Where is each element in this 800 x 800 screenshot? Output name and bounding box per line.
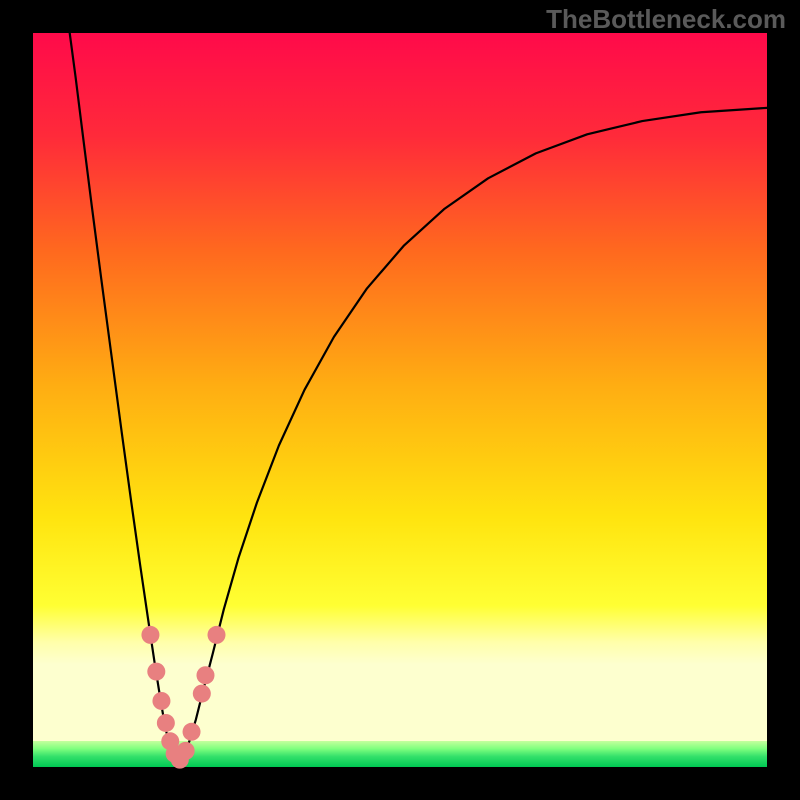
data-marker [193,685,211,703]
data-marker [147,663,165,681]
chart-root: { "canvas": { "width": 800, "height": 80… [0,0,800,800]
curves-layer [33,33,767,767]
bottleneck-curve-right [178,108,767,763]
data-marker [183,723,201,741]
data-marker [141,626,159,644]
data-marker [196,666,214,684]
data-marker [157,714,175,732]
plot-area [33,33,767,767]
data-marker [177,742,195,760]
bottleneck-curve-left [70,33,179,763]
data-marker [152,692,170,710]
data-marker [208,626,226,644]
data-markers [141,626,225,769]
watermark-text: TheBottleneck.com [546,4,786,35]
